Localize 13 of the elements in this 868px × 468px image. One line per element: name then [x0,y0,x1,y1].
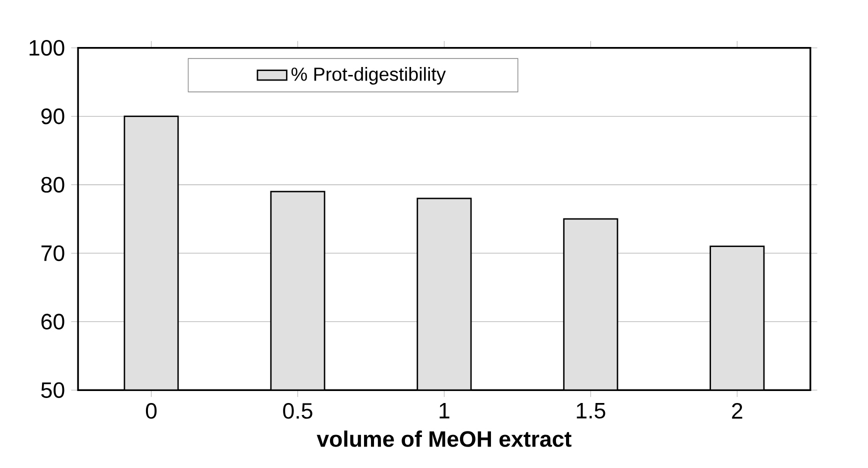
y-tick-label: 50 [41,382,64,398]
y-tick-label: 80 [41,176,64,193]
x-tick-label: 1.5 [576,402,606,418]
x-tick-label: 1 [440,402,450,418]
x-tick-label: 2 [732,402,742,419]
y-tick-label: 60 [41,314,64,330]
legend-label: % Prot-digestibility [292,66,446,85]
y-tick-label: 100 [30,40,64,56]
y-tick-label: 70 [41,245,64,262]
y-tick-label: 90 [41,108,64,124]
x-axis-title: volume of MeOH extract [316,430,572,447]
x-tick-label: 0.5 [283,402,312,419]
x-tick-label: 0 [146,402,157,419]
